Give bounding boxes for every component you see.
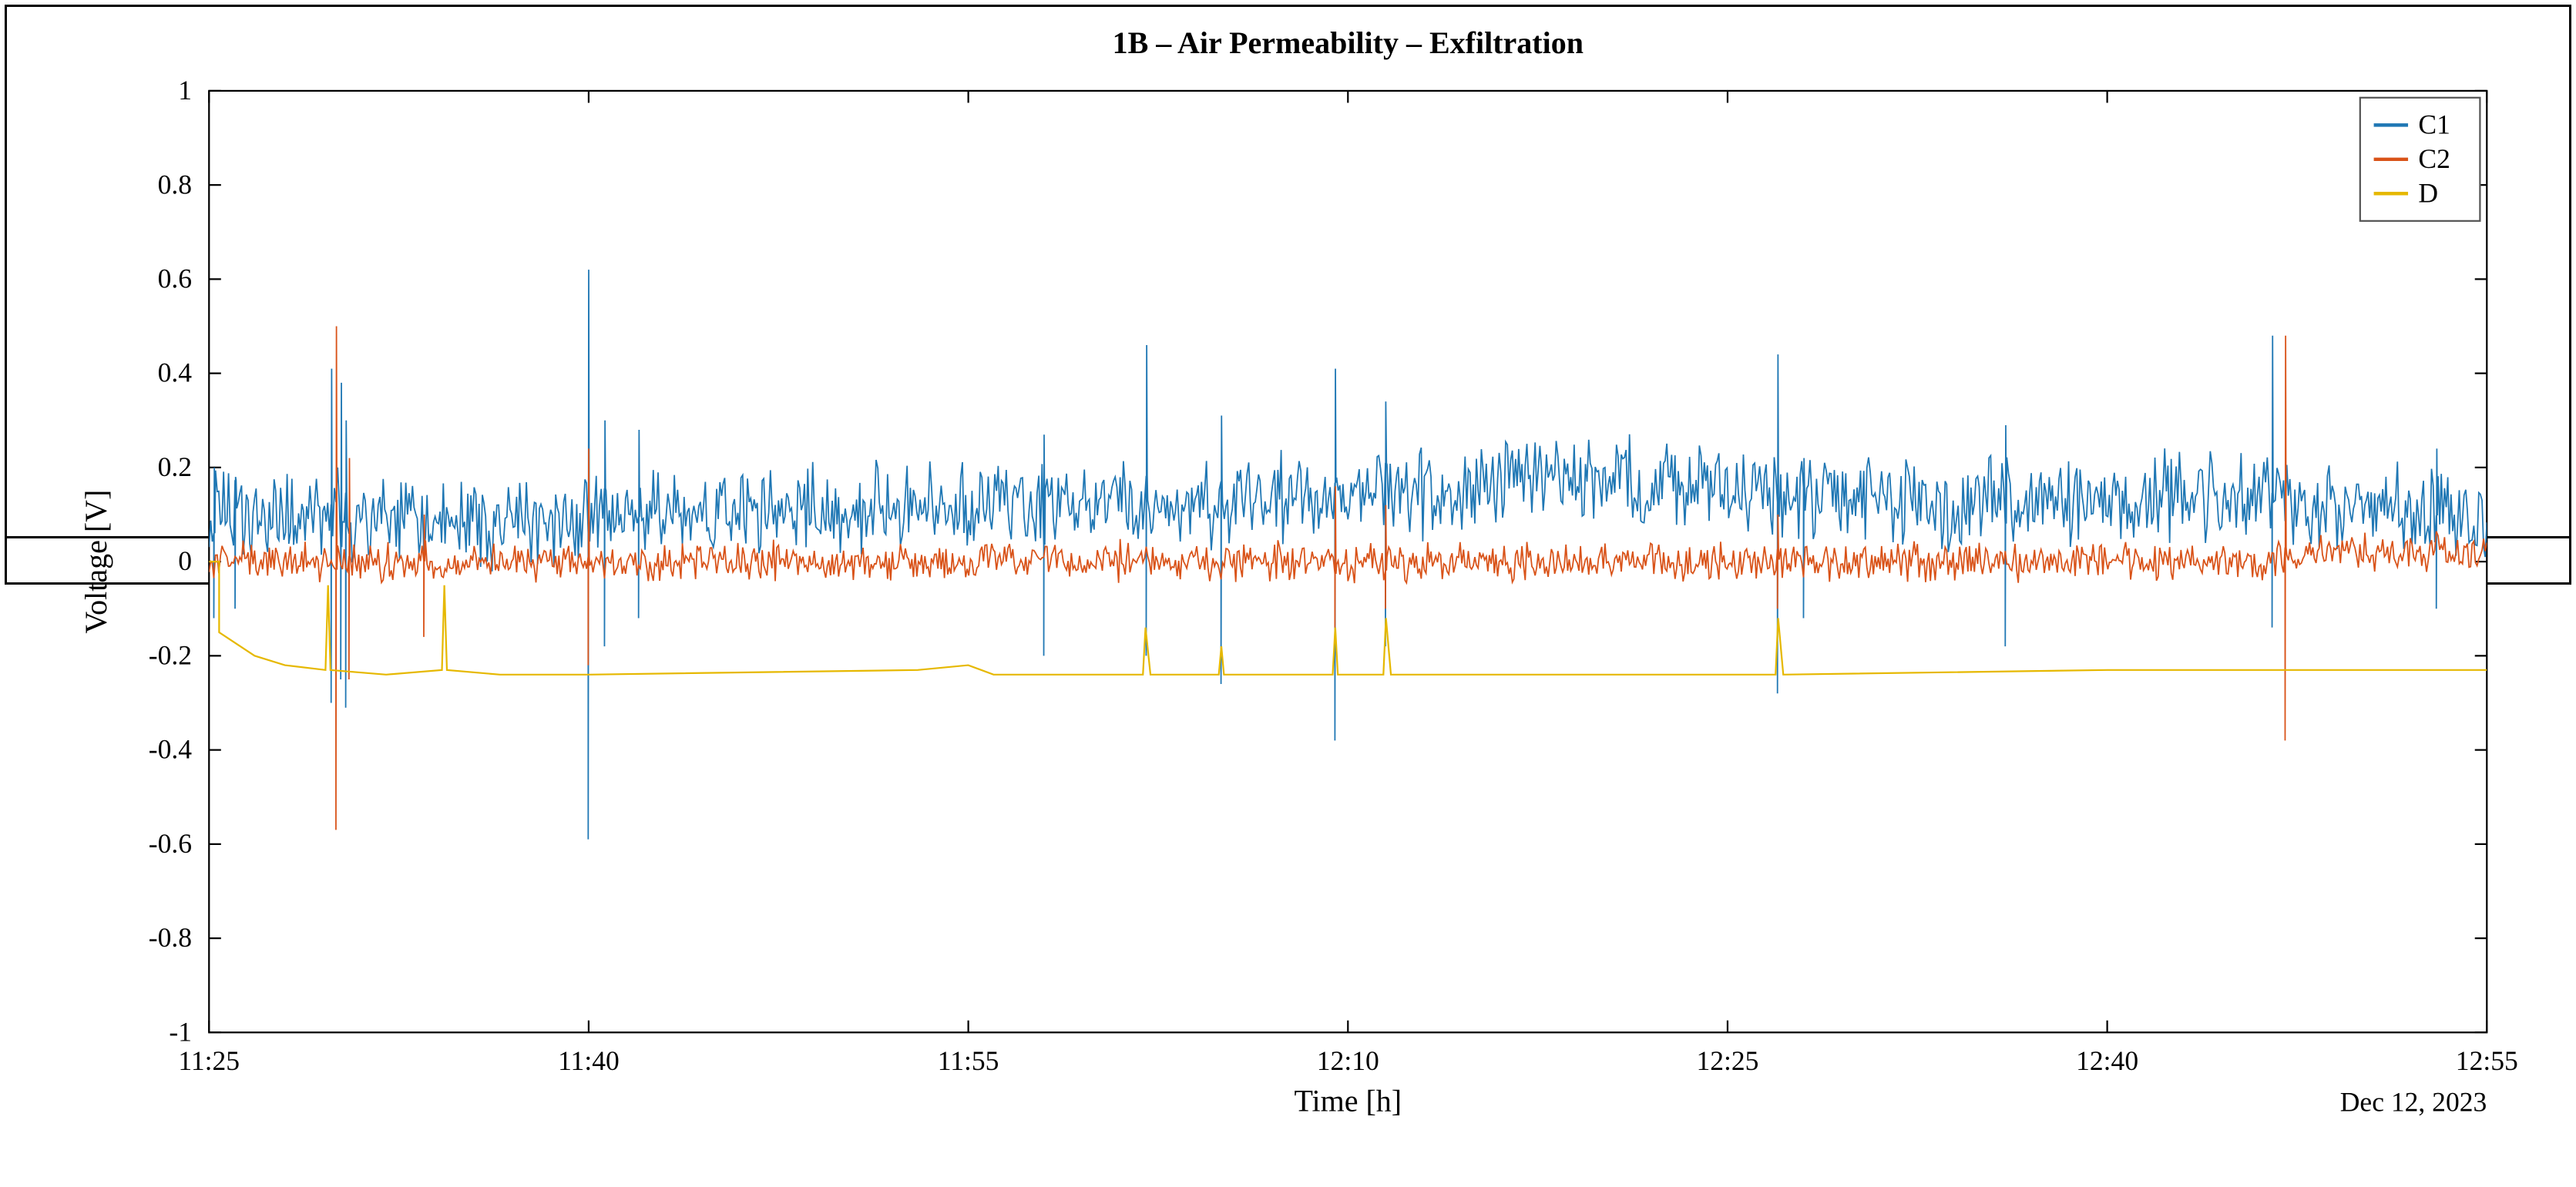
- legend-label: D: [2418, 177, 2438, 208]
- legend: C1 C2D: [2360, 98, 2480, 221]
- figure-outer-frame: 1B – Air Permeability – Exfiltration-1-0…: [5, 5, 2571, 585]
- chart-svg: 1B – Air Permeability – Exfiltration -1 -0…: [38, 22, 2538, 1152]
- y-axis-label: Voltage [V]: [79, 490, 113, 634]
- x-tick-label: 11:25: [178, 1045, 240, 1076]
- y-tick-label: 0.6: [158, 263, 192, 294]
- x-tick-label: 12:55: [2456, 1045, 2518, 1076]
- y-tick-label: 0: [178, 545, 192, 576]
- chart-title: 1B – Air Permeability – Exfiltration: [1113, 25, 1584, 60]
- y-tick-label: 0.2: [158, 451, 192, 482]
- x-tick-label: 11:40: [558, 1045, 620, 1076]
- y-tick-label: -0.8: [149, 922, 192, 953]
- y-tick-label: -1: [169, 1016, 192, 1047]
- legend-label: C2: [2418, 143, 2450, 174]
- y-tick-label: 0.8: [158, 169, 192, 200]
- plot-area: [209, 91, 2487, 1032]
- legend-label: C1: [2418, 109, 2450, 139]
- date-label: Dec 12, 2023: [2340, 1087, 2487, 1118]
- y-tick-label: 1: [178, 75, 192, 106]
- y-tick-label: 0.4: [158, 357, 193, 388]
- plot-container: 1B – Air Permeability – Exfiltration-1-0…: [38, 22, 2538, 527]
- y-tick-label: -0.4: [149, 734, 192, 765]
- x-axis-label: Time [h]: [1294, 1084, 1402, 1118]
- x-tick-label: 12:25: [1696, 1045, 1758, 1076]
- x-tick-label: 12:40: [2076, 1045, 2138, 1076]
- chart-cell: 1B – Air Permeability – Exfiltration-1-0…: [7, 7, 2569, 538]
- y-tick-label: -0.6: [149, 828, 192, 859]
- y-tick-label: -0.2: [149, 639, 192, 670]
- x-tick-label: 11:55: [938, 1045, 999, 1076]
- x-tick-label: 12:10: [1317, 1045, 1379, 1076]
